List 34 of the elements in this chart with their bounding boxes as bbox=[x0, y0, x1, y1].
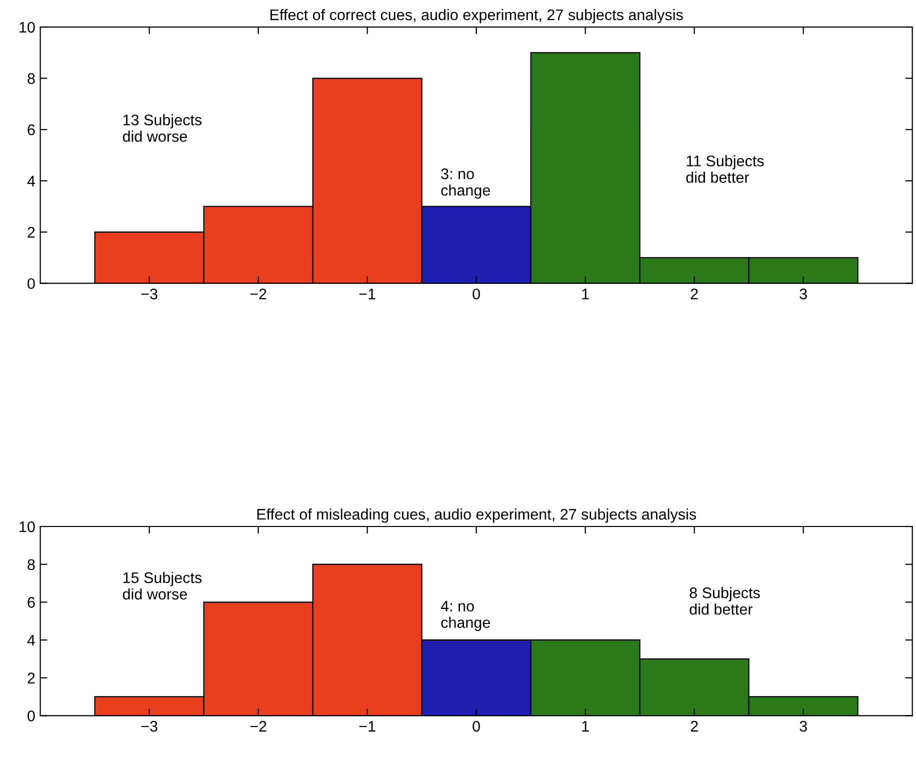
y-tick-label: 10 bbox=[20, 22, 35, 33]
annotation: 13 Subjects did worse bbox=[122, 114, 202, 142]
y-tick-label: 10 bbox=[20, 521, 35, 532]
chart-title: Effect of misleading cues, audio experiment, 27 subjects analysis bbox=[257, 508, 696, 523]
x-tick-label: −1 bbox=[359, 288, 376, 300]
annotation: 15 Subjects did worse bbox=[122, 572, 202, 600]
y-tick-label: 8 bbox=[28, 559, 35, 570]
annotation: 11 Subjects did better bbox=[686, 155, 764, 183]
annotation: 8 Subjects did better bbox=[690, 587, 760, 615]
chart-title: Effect of correct cues, audio experiment, 27 subjects analysis bbox=[270, 9, 683, 24]
y-tick-label: 6 bbox=[28, 597, 35, 608]
annotation: 3: no change bbox=[441, 168, 490, 199]
x-tick-label: −2 bbox=[250, 288, 266, 300]
x-tick-label: 0 bbox=[472, 288, 480, 300]
y-tick-label: 4 bbox=[27, 176, 35, 186]
x-tick-label: −2 bbox=[250, 720, 266, 732]
x-tick-label: 1 bbox=[582, 288, 589, 300]
x-tick-label: −1 bbox=[359, 721, 376, 732]
x-tick-label: −3 bbox=[141, 720, 158, 732]
x-tick-label: 2 bbox=[690, 288, 698, 300]
x-tick-label: 0 bbox=[472, 720, 480, 732]
y-tick-label: 8 bbox=[28, 73, 35, 84]
x-tick-label: −3 bbox=[141, 288, 158, 300]
y-tick-label: 2 bbox=[28, 672, 35, 684]
x-tick-label: 3 bbox=[800, 288, 807, 300]
y-tick-label: 0 bbox=[28, 710, 35, 722]
y-tick-label: 6 bbox=[28, 124, 35, 136]
annotation: 4: no change bbox=[440, 600, 490, 631]
x-tick-label: 2 bbox=[690, 720, 698, 732]
y-tick-label: 0 bbox=[28, 278, 35, 290]
y-tick-label: 4 bbox=[27, 635, 35, 646]
x-tick-label: 3 bbox=[800, 720, 807, 732]
x-tick-label: 1 bbox=[582, 721, 589, 732]
y-tick-label: 2 bbox=[28, 226, 35, 238]
